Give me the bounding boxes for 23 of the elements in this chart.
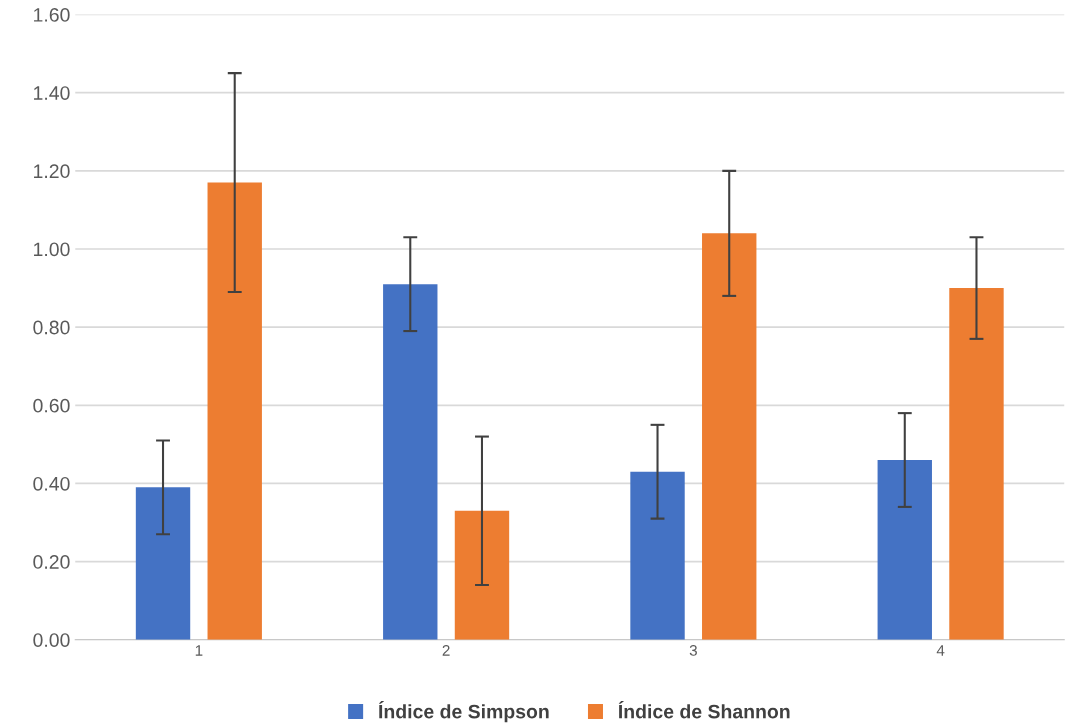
bar — [949, 288, 1004, 640]
bar — [877, 460, 932, 640]
y-tick-label: 0.40 — [33, 476, 70, 491]
y-tick-label: 0.80 — [33, 320, 70, 335]
x-tick-label: 1 — [195, 645, 203, 656]
y-tick-label: 0.60 — [33, 398, 70, 413]
y-tick-label: 1.00 — [34, 242, 70, 257]
y-tick-label: 1.20 — [34, 164, 70, 179]
x-tick-label: 3 — [689, 645, 697, 656]
y-tick-label: 1.40 — [34, 86, 70, 100]
y-tick-label: 0.20 — [33, 555, 70, 569]
x-tick-label: 2 — [442, 645, 450, 656]
bar — [383, 284, 438, 640]
y-tick-label: 0.00 — [33, 633, 70, 647]
bar — [454, 510, 510, 640]
bar — [135, 487, 191, 640]
legend-label: Índice de Shannon — [618, 701, 790, 719]
x-tick-label: 4 — [936, 645, 945, 656]
bar — [630, 471, 685, 640]
bar — [207, 182, 262, 640]
legend-label: Índice de Simpson — [378, 701, 549, 723]
y-tick-label: 1.60 — [34, 8, 70, 22]
bar — [702, 233, 757, 640]
